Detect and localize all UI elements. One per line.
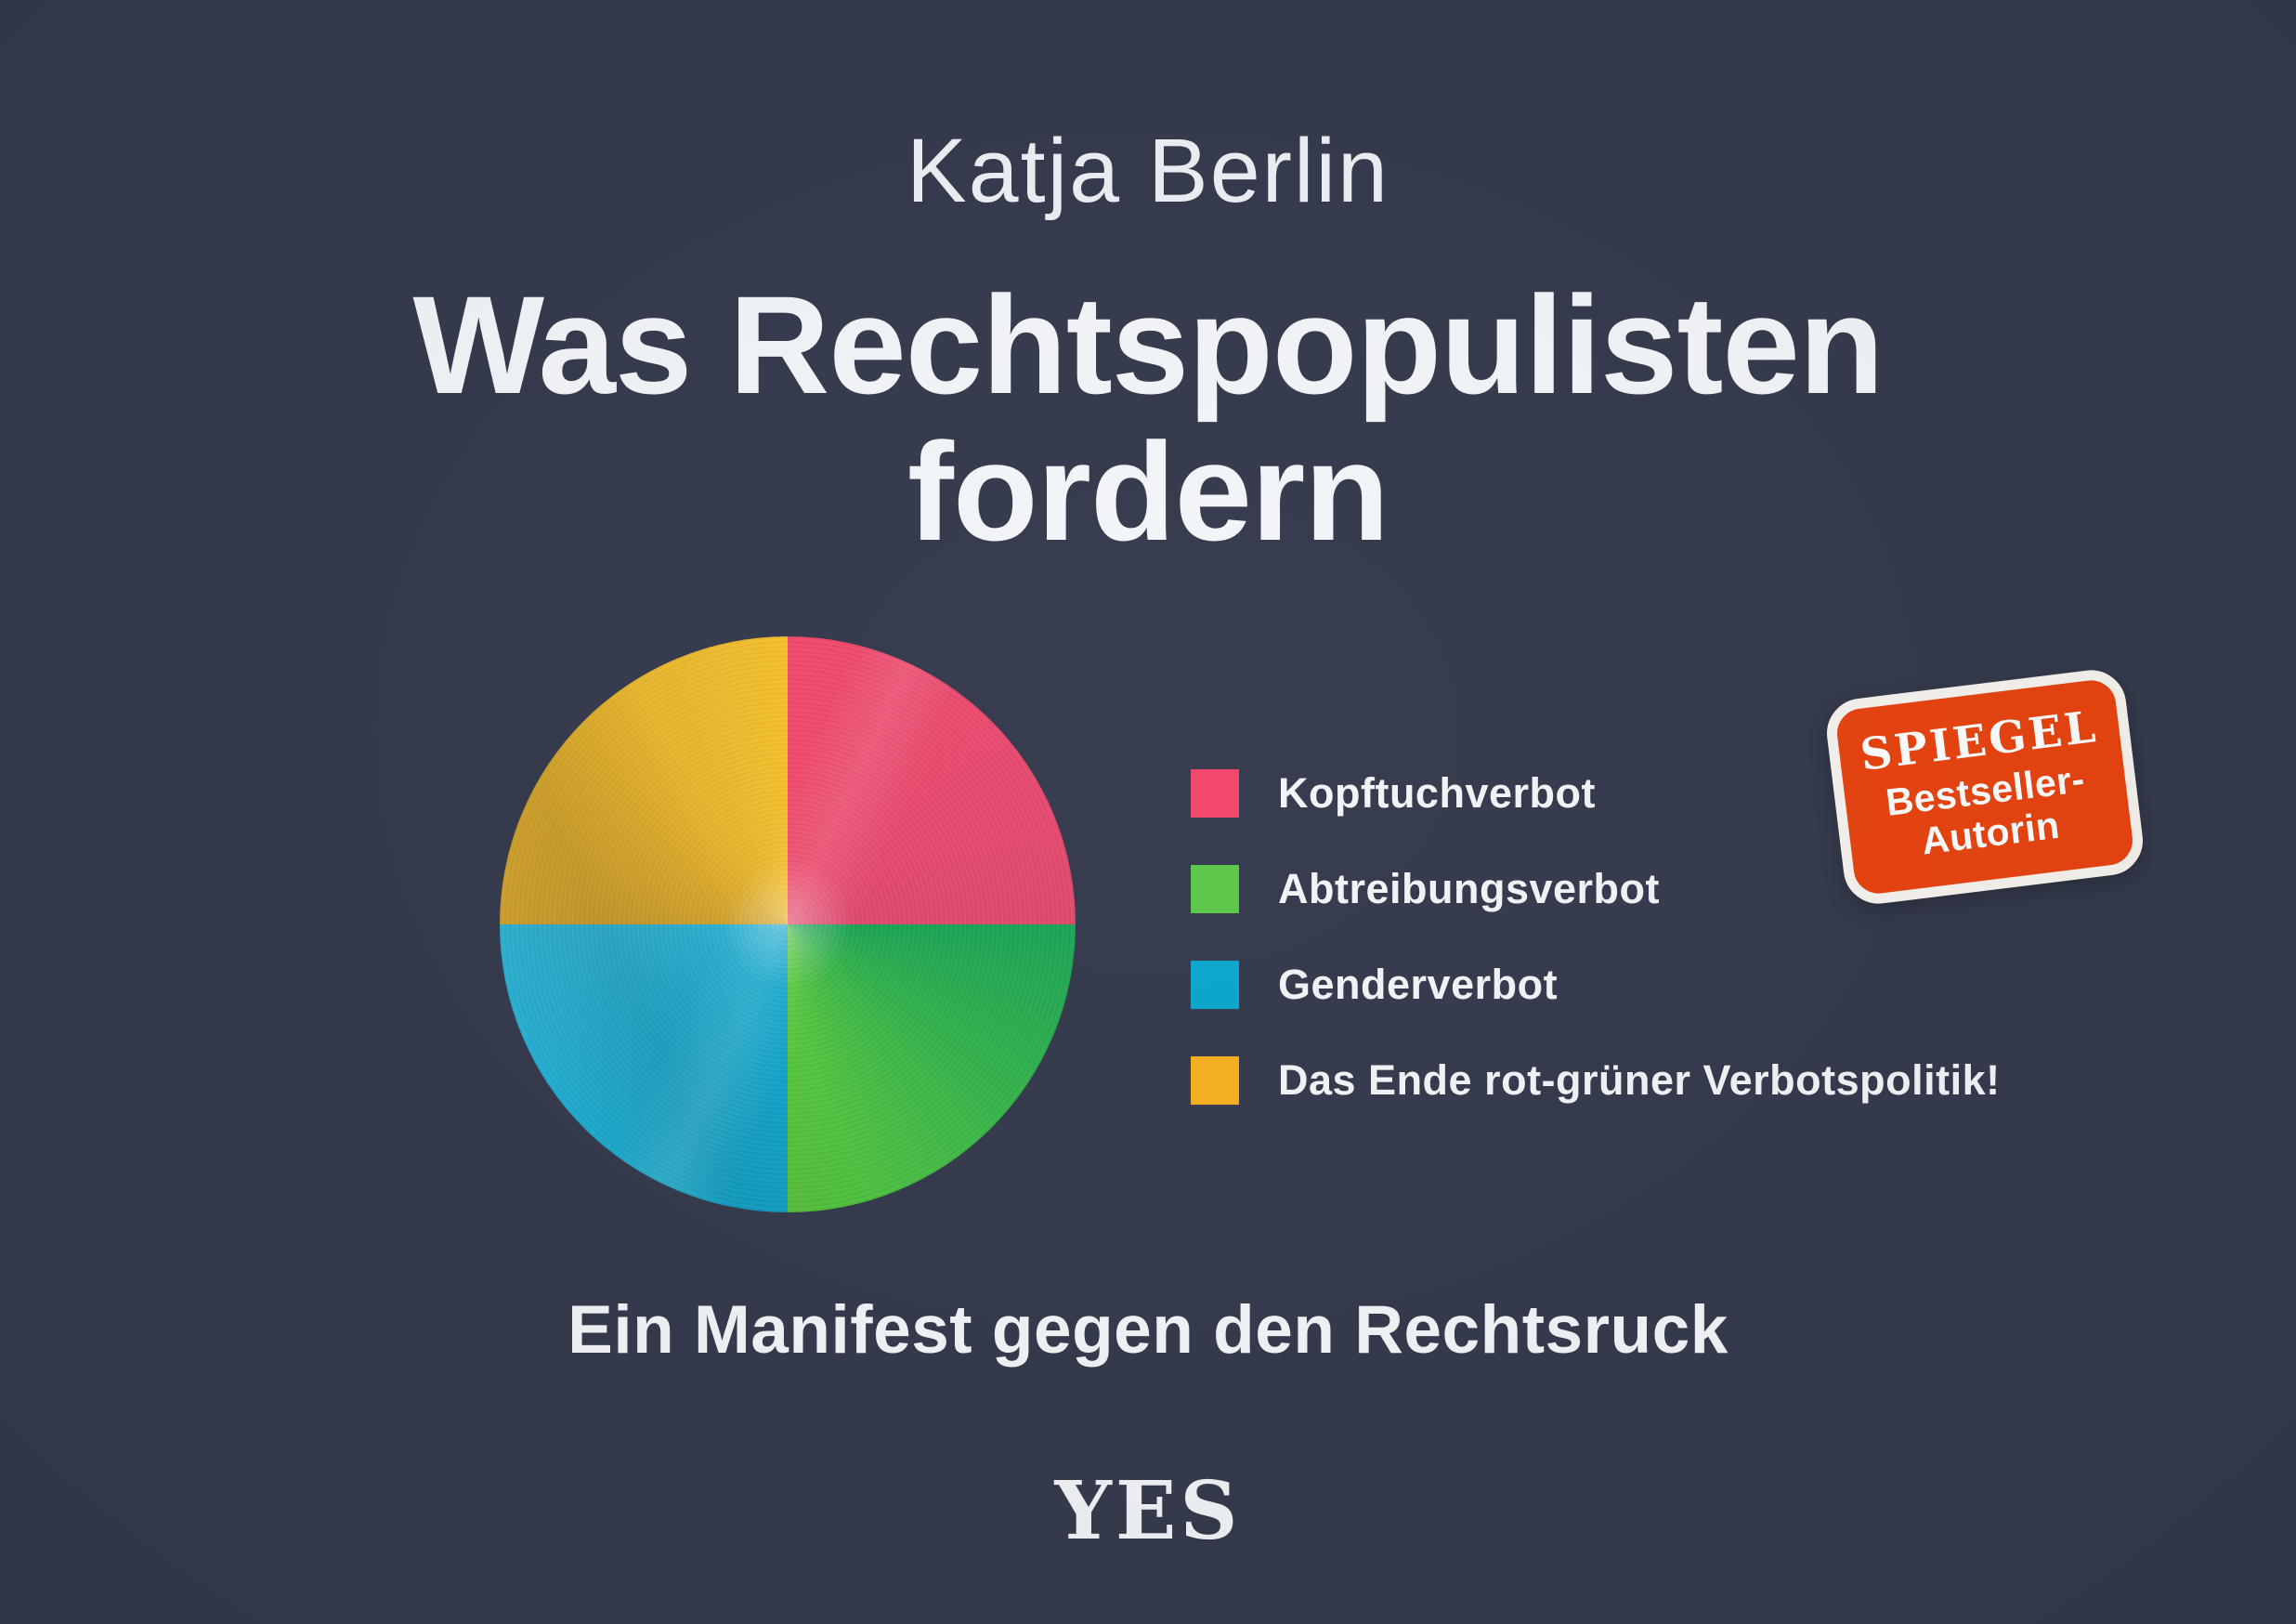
title-line-1: Was Rechtspopulisten <box>412 267 1885 423</box>
chart-legend: Kopftuchverbot Abtreibungsverbot Genderv… <box>1191 769 2001 1105</box>
legend-item: Das Ende rot-grüner Verbotspolitik! <box>1191 1056 2001 1105</box>
subtitle: Ein Manifest gegen den Rechtsruck <box>567 1292 1729 1368</box>
legend-swatch-green <box>1191 865 1239 913</box>
legend-item: Kopftuchverbot <box>1191 769 2001 818</box>
legend-swatch-pink <box>1191 769 1239 818</box>
legend-label: Genderverbot <box>1278 961 1559 1008</box>
legend-label: Das Ende rot-grüner Verbotspolitik! <box>1278 1056 2001 1104</box>
legend-label: Kopftuchverbot <box>1278 769 1596 817</box>
legend-label: Abtreibungsverbot <box>1278 865 1661 912</box>
legend-swatch-cyan <box>1191 961 1239 1009</box>
pie-chart <box>500 636 1076 1212</box>
publisher-logo-yes: YES <box>1054 1464 1242 1558</box>
legend-item: Genderverbot <box>1191 961 2001 1009</box>
pie-texture-sheen <box>500 636 1076 1212</box>
book-title: Was Rechtspopulisten fordern <box>0 271 2296 565</box>
title-line-2: fordern <box>907 413 1389 570</box>
legend-item: Abtreibungsverbot <box>1191 865 2001 913</box>
author-name: Katja Berlin <box>906 120 1390 221</box>
legend-swatch-yellow <box>1191 1056 1239 1105</box>
spiegel-bestseller-badge: SPIEGEL Bestseller- Autorin <box>1822 666 2147 908</box>
pie-texture-rings <box>500 636 1076 1212</box>
